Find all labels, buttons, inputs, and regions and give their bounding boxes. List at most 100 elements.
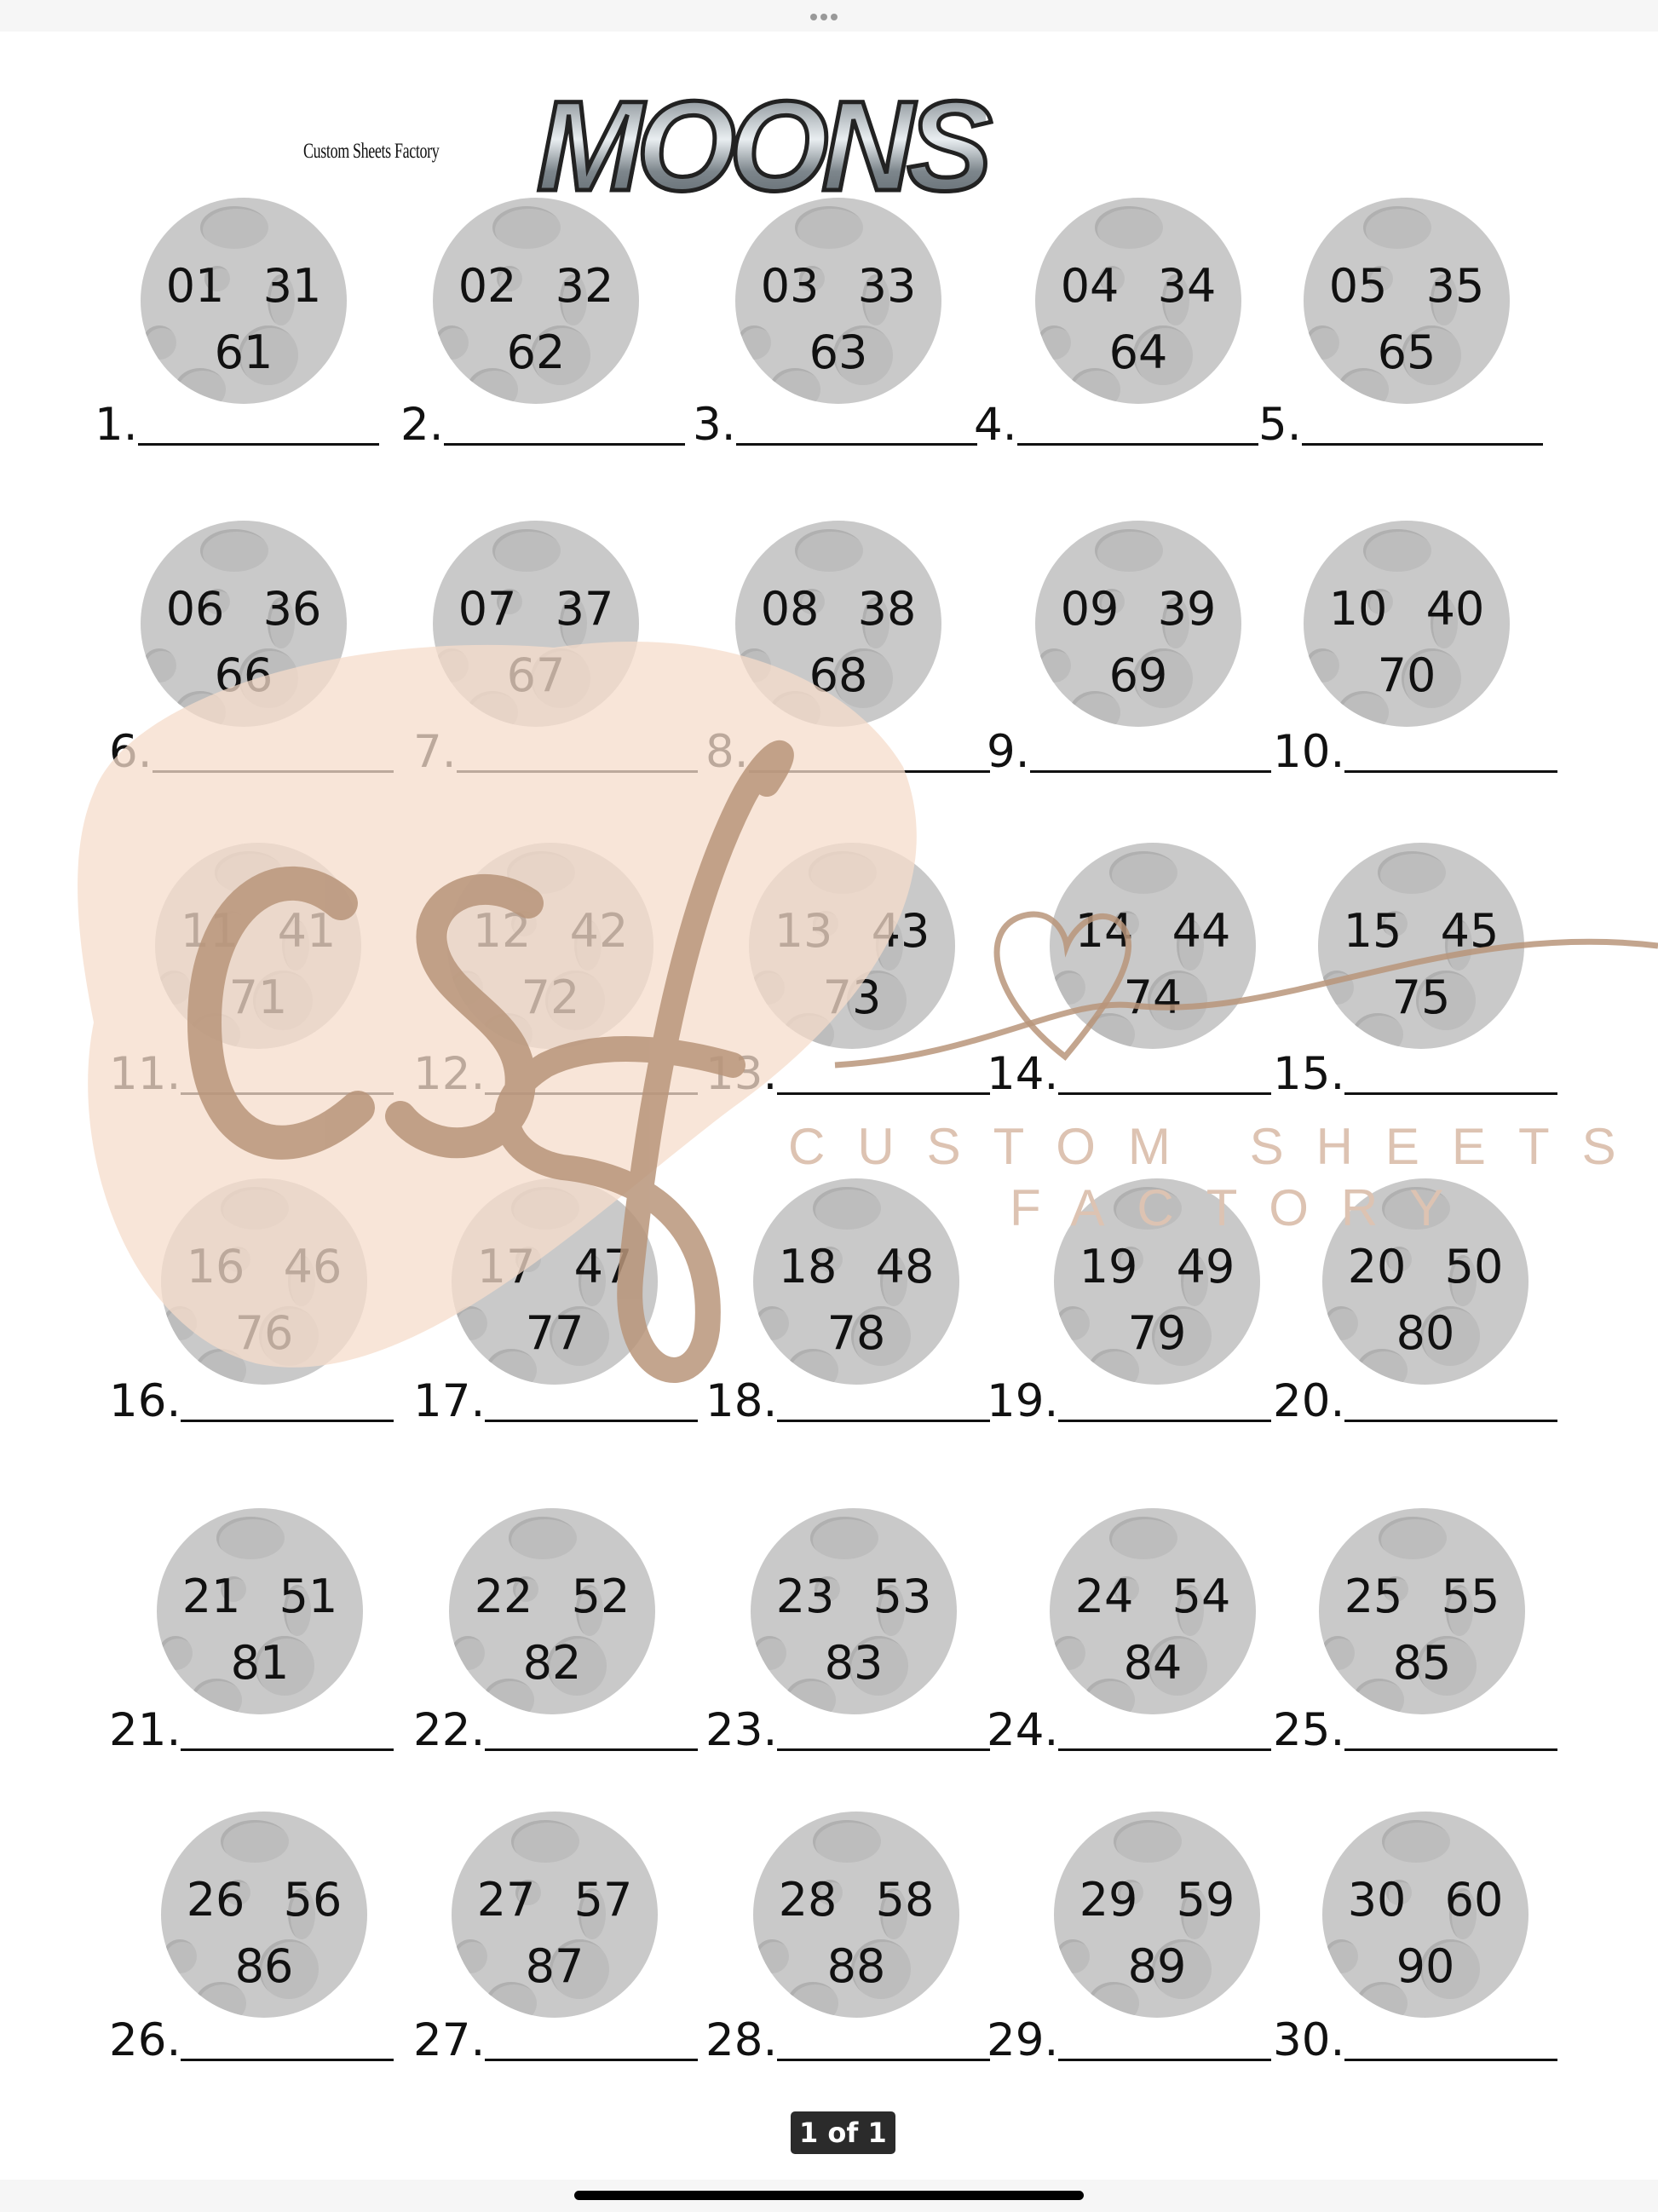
answer-slot[interactable]: 1. xyxy=(95,398,379,449)
answer-line[interactable] xyxy=(777,1092,990,1095)
answer-slot[interactable]: 27. xyxy=(413,2013,698,2065)
moon: 11 41 71 xyxy=(155,843,361,1049)
answer-slot[interactable]: 10. xyxy=(1273,725,1557,776)
crater xyxy=(560,597,587,648)
moon-number-bottom: 85 xyxy=(1392,1636,1452,1690)
moon-numbers-top: 23 53 xyxy=(775,1570,932,1623)
answer-line[interactable] xyxy=(1029,770,1271,773)
crater xyxy=(862,597,889,648)
answer-line[interactable] xyxy=(1058,2059,1271,2061)
answer-line[interactable] xyxy=(1344,770,1557,773)
answer-slot[interactable]: 5. xyxy=(1258,398,1543,449)
page-indicator: 1 of 1 xyxy=(791,2111,895,2154)
crater xyxy=(221,1576,246,1602)
crater xyxy=(1099,266,1125,291)
moon-number-bottom: 72 xyxy=(521,971,580,1024)
answer-slot[interactable]: 20. xyxy=(1273,1374,1557,1426)
moon-numbers-top: 28 58 xyxy=(778,1873,935,1927)
crater xyxy=(486,1982,537,2018)
answer-slot[interactable]: 15. xyxy=(1273,1047,1557,1098)
moon-number-bottom: 61 xyxy=(214,325,273,379)
answer-line[interactable] xyxy=(1344,2059,1557,2061)
crater xyxy=(191,1679,242,1714)
answer-line[interactable] xyxy=(735,443,977,446)
crater xyxy=(1420,1306,1480,1366)
moon-numbers-top: 21 51 xyxy=(181,1570,338,1623)
crater xyxy=(576,1585,603,1636)
moon: 09 39 69 xyxy=(1035,521,1241,727)
moon-numbers-top: 24 54 xyxy=(1074,1570,1231,1623)
answer-line[interactable] xyxy=(1344,1420,1557,1422)
moon: 03 33 63 xyxy=(735,198,941,404)
answer-line[interactable] xyxy=(181,2059,394,2061)
answer-line[interactable] xyxy=(443,443,685,446)
crater xyxy=(1363,206,1431,249)
answer-slot[interactable]: 3. xyxy=(693,398,977,449)
more-options-icon[interactable] xyxy=(810,14,838,20)
answer-slot[interactable]: 22. xyxy=(413,1703,698,1754)
home-indicator[interactable] xyxy=(574,2191,1084,2200)
answer-line[interactable] xyxy=(456,770,698,773)
answer-slot[interactable]: 19. xyxy=(987,1374,1271,1426)
answer-line[interactable] xyxy=(1016,443,1258,446)
answer-slot[interactable]: 18. xyxy=(705,1374,990,1426)
answer-line[interactable] xyxy=(748,770,990,773)
moon-number-bottom: 84 xyxy=(1123,1636,1183,1690)
answer-slot[interactable]: 23. xyxy=(705,1703,990,1754)
moon: 29 59 89 xyxy=(1054,1812,1260,2018)
answer-slot[interactable]: 4. xyxy=(974,398,1258,449)
slot-number: 4. xyxy=(974,399,1017,451)
moon-numbers-top: 11 41 xyxy=(180,904,337,958)
answer-slot[interactable]: 2. xyxy=(400,398,685,449)
moon-numbers-top: 22 52 xyxy=(474,1570,630,1623)
answer-line[interactable] xyxy=(152,770,394,773)
answer-slot[interactable]: 7. xyxy=(413,725,698,776)
answer-line[interactable] xyxy=(181,1748,394,1751)
moon: 04 34 64 xyxy=(1035,198,1241,404)
slot-number: 27. xyxy=(413,2014,486,2066)
answer-line[interactable] xyxy=(1344,1748,1557,1751)
answer-line[interactable] xyxy=(485,1420,698,1422)
answer-line[interactable] xyxy=(1058,1748,1271,1751)
answer-slot[interactable]: 9. xyxy=(987,725,1271,776)
crater xyxy=(579,1888,606,1939)
answer-slot[interactable]: 12. xyxy=(413,1047,698,1098)
slot-number: 21. xyxy=(109,1704,181,1756)
answer-line[interactable] xyxy=(181,1092,394,1095)
answer-slot[interactable]: 17. xyxy=(413,1374,698,1426)
answer-slot[interactable]: 16. xyxy=(109,1374,394,1426)
answer-line[interactable] xyxy=(1301,443,1543,446)
slot-number: 11. xyxy=(109,1048,181,1100)
answer-slot[interactable]: 14. xyxy=(987,1047,1271,1098)
moon-number-bottom: 89 xyxy=(1127,1939,1187,1993)
crater xyxy=(1088,1349,1139,1385)
answer-line[interactable] xyxy=(777,1420,990,1422)
moon-numbers-top: 02 32 xyxy=(458,259,614,313)
answer-line[interactable] xyxy=(181,1420,394,1422)
answer-slot[interactable]: 8. xyxy=(705,725,990,776)
answer-line[interactable] xyxy=(777,2059,990,2061)
slot-number: 24. xyxy=(987,1704,1059,1756)
answer-line[interactable] xyxy=(1058,1420,1271,1422)
answer-slot[interactable]: 11. xyxy=(109,1047,394,1098)
answer-slot[interactable]: 13. xyxy=(705,1047,990,1098)
crater xyxy=(1338,691,1389,727)
answer-slot[interactable]: 6. xyxy=(109,725,394,776)
answer-slot[interactable]: 29. xyxy=(987,2013,1271,2065)
answer-slot[interactable]: 21. xyxy=(109,1703,394,1754)
answer-line[interactable] xyxy=(1344,1092,1557,1095)
answer-line[interactable] xyxy=(1058,1092,1271,1095)
answer-line[interactable] xyxy=(137,443,379,446)
answer-line[interactable] xyxy=(485,2059,698,2061)
answer-slot[interactable]: 24. xyxy=(987,1703,1271,1754)
moon-numbers-top: 10 40 xyxy=(1328,582,1485,636)
answer-line[interactable] xyxy=(485,1092,698,1095)
answer-slot[interactable]: 26. xyxy=(109,2013,394,2065)
crater xyxy=(200,206,268,249)
answer-slot[interactable]: 30. xyxy=(1273,2013,1557,2065)
answer-slot[interactable]: 28. xyxy=(705,2013,990,2065)
answer-line[interactable] xyxy=(485,1748,698,1751)
crater xyxy=(547,1636,607,1696)
answer-line[interactable] xyxy=(777,1748,990,1751)
answer-slot[interactable]: 25. xyxy=(1273,1703,1557,1754)
